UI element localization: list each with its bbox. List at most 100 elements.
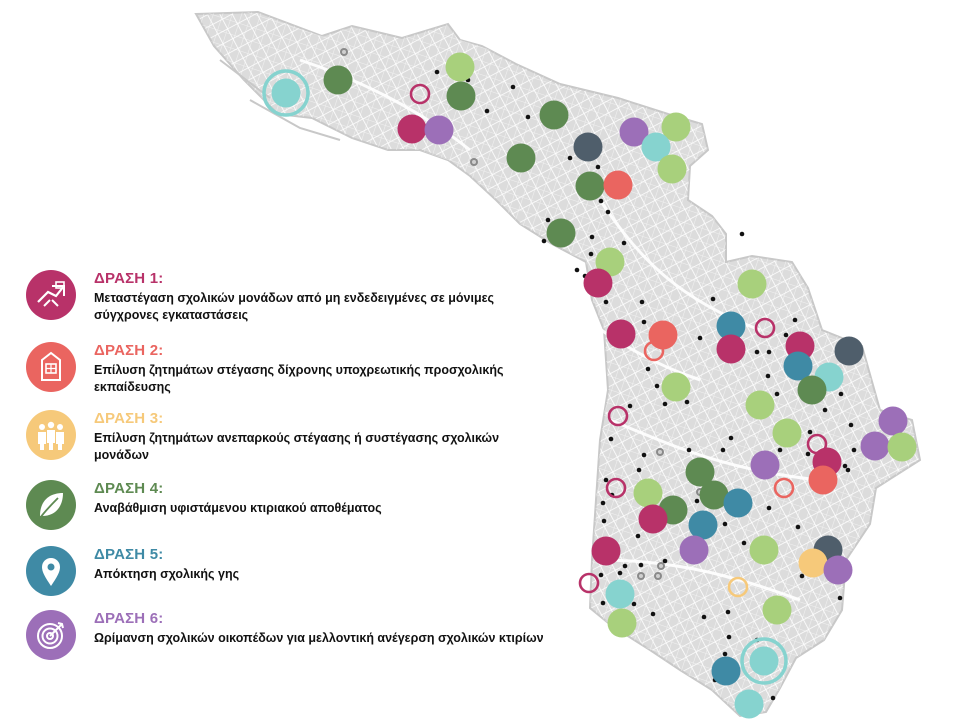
school-dot <box>662 401 668 407</box>
action-ring-action2 <box>643 340 665 362</box>
school-dot <box>697 335 703 341</box>
legend-description: Ωρίμανση σχολικών οικοπέδων για μελλοντι… <box>94 631 544 645</box>
action-marker-action4 <box>546 218 576 248</box>
school-dot <box>777 447 783 453</box>
grey-landmark-marker <box>340 48 348 56</box>
school-dot <box>641 319 647 325</box>
legend-item-action4: ΔΡΑΣΗ 4: Αναβάθμιση υφιστάμενου κτιριακο… <box>26 480 586 544</box>
action-ring-markers <box>262 69 828 685</box>
school-dot <box>545 217 551 223</box>
action-marker-light_green <box>661 372 691 402</box>
grey-landmark-marker <box>470 158 478 166</box>
school-dot <box>598 198 604 204</box>
legend-description: Μεταστέγαση σχολικών μονάδων από μη ενδε… <box>94 291 495 322</box>
people-group-icon <box>26 410 76 460</box>
legend-item-action2: ΔΡΑΣΗ 2: Επίλυση ζητημάτων στέγασης δίχρ… <box>26 342 586 406</box>
school-dot <box>639 299 645 305</box>
school-dot <box>822 407 828 413</box>
action-marker-light_green <box>595 247 625 277</box>
legend-title: ΔΡΑΣΗ 5: <box>94 546 164 563</box>
school-dot <box>650 611 656 617</box>
school-dot <box>636 467 642 473</box>
action-marker-action1 <box>583 268 613 298</box>
legend-title: ΔΡΑΣΗ 3: <box>94 410 164 427</box>
school-dot <box>645 366 651 372</box>
action-marker-light_teal <box>641 132 671 162</box>
school-dot <box>589 234 595 240</box>
action-markers <box>323 52 917 719</box>
location-pin-icon <box>26 546 76 596</box>
school-dot <box>434 69 440 75</box>
legend-title: ΔΡΑΣΗ 6: <box>94 610 164 627</box>
action-ring-action1 <box>409 83 431 105</box>
action-marker-light_green <box>762 595 792 625</box>
action-marker-action6 <box>424 115 454 145</box>
school-dot <box>686 447 692 453</box>
action-marker-light_green <box>749 535 779 565</box>
highlighted-marker-light_teal <box>262 69 310 117</box>
school-dot <box>726 634 732 640</box>
action-marker-action4 <box>323 65 353 95</box>
action-ring-action1 <box>806 433 828 455</box>
action-ring-action3 <box>727 576 749 598</box>
school-dot <box>627 403 633 409</box>
action-marker-action5 <box>723 488 753 518</box>
school-dot <box>600 600 606 606</box>
school-dot <box>574 267 580 273</box>
action-marker-action6 <box>619 117 649 147</box>
school-dot <box>845 467 851 473</box>
school-dot <box>622 563 628 569</box>
school-dot <box>842 463 848 469</box>
school-dot <box>765 373 771 379</box>
school-dot <box>851 447 857 453</box>
legend-description: Αναβάθμιση υφιστάμενου κτιριακού αποθέμα… <box>94 501 382 515</box>
action-marker-action6 <box>750 450 780 480</box>
school-dot <box>807 429 813 435</box>
action-marker-action1 <box>716 334 746 364</box>
school-dot <box>722 651 728 657</box>
action-marker-light_green <box>737 269 767 299</box>
kindergarten-building-icon <box>26 342 76 392</box>
school-dot <box>783 332 789 338</box>
action-marker-action5 <box>711 656 741 686</box>
highlighted-marker-light_teal <box>740 637 788 685</box>
school-dot <box>541 238 547 244</box>
legend-title: ΔΡΑΣΗ 4: <box>94 480 164 497</box>
action-marker-light_green <box>745 390 775 420</box>
school-dot <box>484 108 490 114</box>
school-dot <box>701 614 707 620</box>
action-ring-action1 <box>605 477 627 499</box>
action-marker-light_green <box>772 418 802 448</box>
school-dot <box>588 251 594 257</box>
school-dot <box>601 518 607 524</box>
action-marker-action2 <box>648 320 678 350</box>
school-dot <box>595 164 601 170</box>
school-dot <box>725 609 731 615</box>
school-dot <box>600 500 606 506</box>
action-marker-light_green <box>607 608 637 638</box>
grey-landmark-marker <box>656 448 664 456</box>
school-dot <box>838 391 844 397</box>
school-dot <box>638 562 644 568</box>
legend-description: Επίλυση ζητημάτων στέγασης δίχρονης υποχ… <box>94 363 504 394</box>
school-dot <box>617 570 623 576</box>
legend-title: ΔΡΑΣΗ 2: <box>94 342 164 359</box>
school-dot <box>766 349 772 355</box>
grey-landmark-marker <box>654 572 662 580</box>
action-ring-action1 <box>578 572 600 594</box>
legend-description: Επίλυση ζητημάτων ανεπαρκούς στέγασης ή … <box>94 431 500 462</box>
school-dot <box>770 695 776 701</box>
school-dot <box>837 595 843 601</box>
action-marker-action1 <box>397 114 427 144</box>
leaf-icon <box>26 480 76 530</box>
action-marker-action4 <box>446 81 476 111</box>
school-dot <box>722 521 728 527</box>
school-dot <box>720 447 726 453</box>
action-marker-action6 <box>823 555 853 585</box>
school-dot <box>728 435 734 441</box>
school-dot <box>621 240 627 246</box>
house-moving-icon <box>26 270 76 320</box>
school-dot <box>766 505 772 511</box>
action-marker-action4 <box>797 375 827 405</box>
school-dot <box>567 155 573 161</box>
